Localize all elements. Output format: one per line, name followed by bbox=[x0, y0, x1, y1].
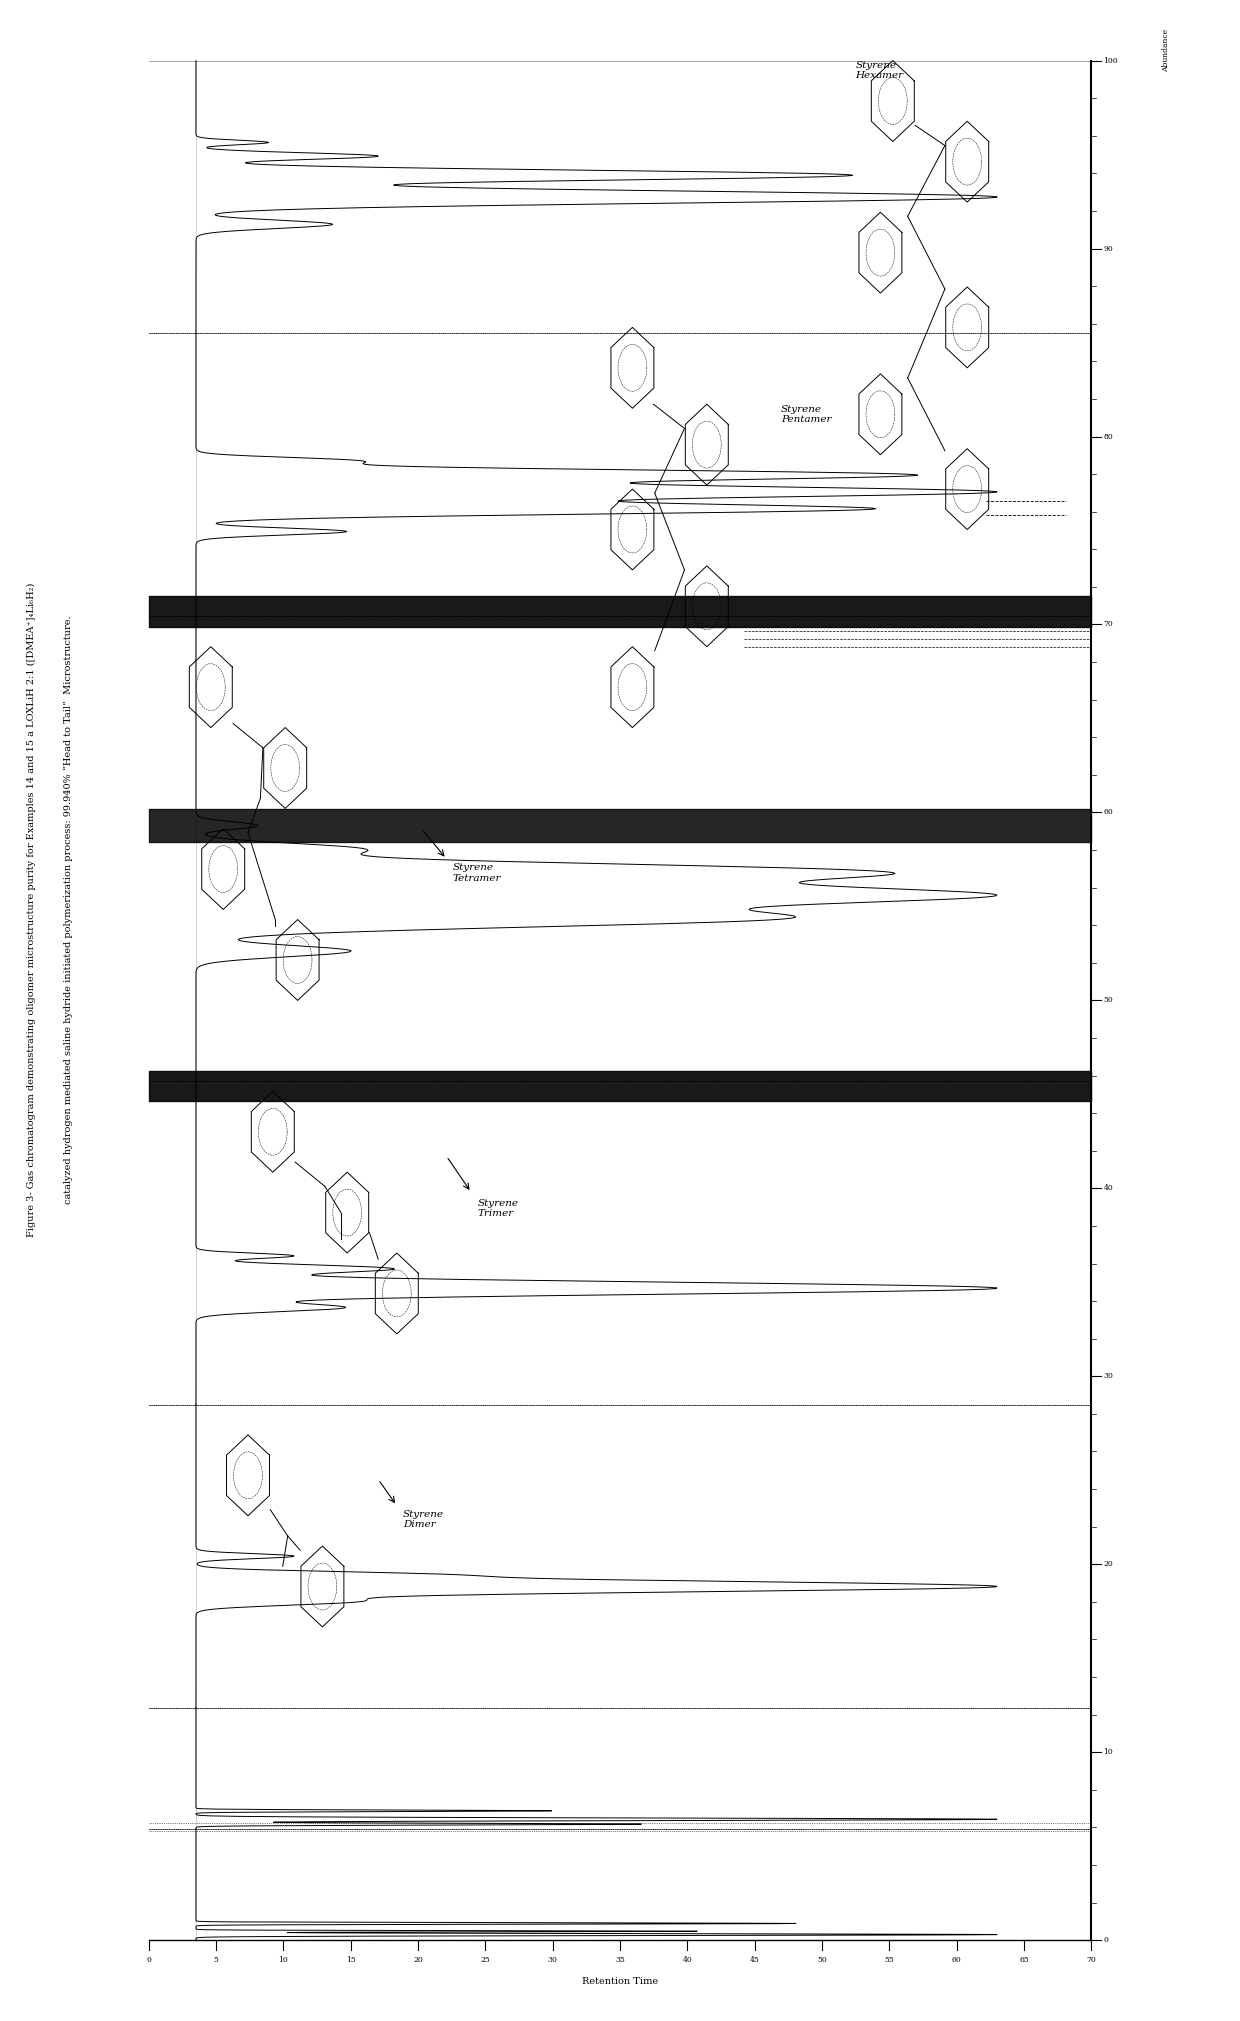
Text: 60: 60 bbox=[1104, 808, 1114, 816]
Text: 5: 5 bbox=[213, 1956, 218, 1964]
Text: 65: 65 bbox=[1019, 1956, 1029, 1964]
Text: 60: 60 bbox=[951, 1956, 961, 1964]
Text: 40: 40 bbox=[682, 1956, 692, 1964]
Text: 55: 55 bbox=[884, 1956, 894, 1964]
Text: catalyzed hydrogen mediated saline hydride initiated polymerization process: 99.: catalyzed hydrogen mediated saline hydri… bbox=[63, 614, 73, 1205]
Text: 50: 50 bbox=[817, 1956, 827, 1964]
Text: 0: 0 bbox=[1104, 1936, 1109, 1944]
Text: 20: 20 bbox=[413, 1956, 423, 1964]
Text: 90: 90 bbox=[1104, 245, 1114, 253]
Text: 10: 10 bbox=[1104, 1748, 1114, 1756]
Text: Styrene
Pentamer: Styrene Pentamer bbox=[781, 404, 832, 424]
Text: 30: 30 bbox=[548, 1956, 558, 1964]
Text: Abundance: Abundance bbox=[1162, 28, 1169, 73]
Text: Styrene
Trimer: Styrene Trimer bbox=[477, 1198, 518, 1219]
Text: 15: 15 bbox=[346, 1956, 356, 1964]
Text: Retention Time: Retention Time bbox=[582, 1977, 658, 1985]
Text: 70: 70 bbox=[1086, 1956, 1096, 1964]
Text: 70: 70 bbox=[1104, 620, 1114, 629]
Text: 80: 80 bbox=[1104, 432, 1114, 441]
Text: 20: 20 bbox=[1104, 1560, 1114, 1568]
Text: 50: 50 bbox=[1104, 996, 1114, 1004]
Text: 35: 35 bbox=[615, 1956, 625, 1964]
Text: Styrene
Dimer: Styrene Dimer bbox=[403, 1510, 444, 1530]
Text: 100: 100 bbox=[1104, 57, 1118, 65]
Text: 25: 25 bbox=[480, 1956, 490, 1964]
Text: 0: 0 bbox=[146, 1956, 151, 1964]
Text: Figure 3- Gas chromatogram demonstrating oligomer microstructure purity for Exam: Figure 3- Gas chromatogram demonstrating… bbox=[26, 582, 36, 1237]
Text: Styrene
Tetramer: Styrene Tetramer bbox=[453, 863, 501, 883]
Text: 30: 30 bbox=[1104, 1372, 1114, 1380]
Text: Styrene
Hexamer: Styrene Hexamer bbox=[856, 61, 904, 81]
Text: 10: 10 bbox=[279, 1956, 289, 1964]
Text: 40: 40 bbox=[1104, 1184, 1114, 1192]
Text: 45: 45 bbox=[750, 1956, 760, 1964]
